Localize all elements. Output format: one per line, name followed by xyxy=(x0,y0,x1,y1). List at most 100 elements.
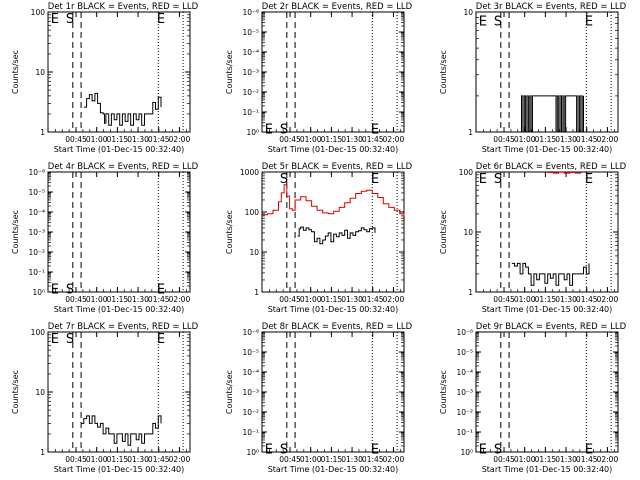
event-marker-label: E xyxy=(265,442,273,457)
plot-frame xyxy=(475,171,619,293)
x-axis-label: Start Time (01-Dec-15 00:32:40) xyxy=(482,465,613,474)
y-tick-label: 10⁻⁴ xyxy=(456,368,473,377)
y-axis-label: Counts/sec xyxy=(11,50,20,94)
event-rate-line xyxy=(511,262,590,286)
panel-title: Det 9r BLACK = Events, RED = LLD xyxy=(476,322,627,332)
y-tick-label: 10⁻¹ xyxy=(242,108,259,117)
x-tick-label: 02:00 xyxy=(597,295,619,304)
y-tick-label: 10⁻⁶ xyxy=(242,328,259,337)
panel-title: Det 7r BLACK = Events, RED = LLD xyxy=(48,322,199,332)
y-tick-label: 10 xyxy=(35,68,45,77)
y-axis-label: Counts/sec xyxy=(11,370,20,414)
x-axis-label: Start Time (01-Dec-15 00:32:40) xyxy=(54,145,185,154)
y-tick-label: 10⁻³ xyxy=(242,388,259,397)
y-tick-label: 10⁻⁴ xyxy=(242,48,259,57)
y-tick-label: 100 xyxy=(245,208,260,217)
lld-rate-line xyxy=(547,171,582,174)
x-tick-label: 01:45 xyxy=(362,135,384,144)
y-tick-label: 10⁻⁵ xyxy=(242,348,259,357)
y-tick-label: 100 xyxy=(31,328,46,337)
x-tick-label: 01:00 xyxy=(300,455,322,464)
event-marker-label: E xyxy=(157,282,165,297)
x-tick-label: 02:00 xyxy=(383,455,405,464)
panel-title: Det 2r BLACK = Events, RED = LLD xyxy=(262,2,413,12)
y-axis-label: Counts/sec xyxy=(225,210,234,254)
y-tick-label: 10⁻⁶ xyxy=(28,168,45,177)
x-axis-label: Start Time (01-Dec-15 00:32:40) xyxy=(482,145,613,154)
y-tick-label: 10 xyxy=(463,8,473,17)
panel-title: Det 3r BLACK = Events, RED = LLD xyxy=(476,2,627,12)
x-tick-label: 01:45 xyxy=(148,455,170,464)
x-tick-label: 01:30 xyxy=(341,295,363,304)
x-tick-label: 02:00 xyxy=(383,135,405,144)
y-axis-label: Counts/sec xyxy=(225,370,234,414)
y-tick-label: 10⁻⁵ xyxy=(242,28,259,37)
plot-frame xyxy=(261,11,405,133)
y-tick-label: 10⁻³ xyxy=(456,388,473,397)
x-tick-label: 01:30 xyxy=(555,295,577,304)
event-marker-label: S xyxy=(66,282,74,297)
y-tick-label: 1 xyxy=(254,288,259,297)
x-axis-label: Start Time (01-Dec-15 00:32:40) xyxy=(54,465,185,474)
y-axis-label: Counts/sec xyxy=(439,210,448,254)
event-marker-label: E xyxy=(157,12,165,27)
y-tick-label: 10⁰ xyxy=(460,448,473,457)
plot-frame xyxy=(475,11,619,133)
y-tick-label: 10⁻⁵ xyxy=(456,348,473,357)
y-tick-label: 10⁻⁵ xyxy=(28,188,45,197)
detector-panel-6: Det 6r BLACK = Events, RED = LLD 1 10 100 00… xyxy=(439,162,627,314)
x-axis-label: Start Time (01-Dec-15 00:32:40) xyxy=(482,305,613,314)
event-marker-label: E xyxy=(585,442,593,457)
lld-rate-line xyxy=(262,184,405,216)
y-tick-label: 10 xyxy=(249,248,259,257)
x-tick-label: 01:45 xyxy=(362,455,384,464)
y-tick-label: 1 xyxy=(40,448,45,457)
x-tick-label: 00:45 xyxy=(65,295,87,304)
plot-frame xyxy=(47,171,191,293)
event-marker-label: E xyxy=(479,14,487,29)
y-tick-label: 10⁻³ xyxy=(28,228,45,237)
x-axis-label: Start Time (01-Dec-15 00:32:40) xyxy=(268,465,399,474)
event-marker-label: S xyxy=(66,12,74,27)
y-tick-label: 10⁻⁴ xyxy=(28,208,45,217)
x-tick-label: 01:15 xyxy=(107,135,129,144)
x-tick-label: 01:30 xyxy=(127,295,149,304)
x-tick-label: 01:15 xyxy=(535,135,557,144)
x-tick-label: 01:00 xyxy=(514,295,536,304)
event-marker-label: E xyxy=(157,332,165,347)
y-tick-label: 10⁻² xyxy=(242,88,259,97)
x-tick-label: 01:15 xyxy=(107,455,129,464)
event-marker-label: E xyxy=(585,14,593,29)
panel-title: Det 8r BLACK = Events, RED = LLD xyxy=(262,322,413,332)
x-tick-label: 00:45 xyxy=(493,135,515,144)
y-tick-label: 10⁻⁶ xyxy=(242,8,259,17)
y-axis-label: Counts/sec xyxy=(225,50,234,94)
x-tick-label: 01:45 xyxy=(148,295,170,304)
detector-panel-2: Det 2r BLACK = Events, RED = LLD 10⁰ 10⁻¹ 1… xyxy=(225,2,413,154)
event-marker-label: E xyxy=(479,172,487,187)
event-marker-label: S xyxy=(494,14,502,29)
y-axis-label: Counts/sec xyxy=(439,370,448,414)
x-tick-label: 01:45 xyxy=(576,135,598,144)
y-tick-label: 10⁰ xyxy=(246,448,259,457)
x-tick-label: 02:00 xyxy=(169,455,191,464)
event-marker-label: S xyxy=(494,172,502,187)
y-tick-label: 10⁻² xyxy=(456,408,473,417)
detector-panel-3: Det 3r BLACK = Events, RED = LLD 1 10 00:45… xyxy=(439,2,627,154)
x-tick-label: 01:30 xyxy=(127,135,149,144)
y-tick-label: 10 xyxy=(463,228,473,237)
x-tick-label: 01:30 xyxy=(341,455,363,464)
x-tick-label: 00:45 xyxy=(279,295,301,304)
event-marker-label: E xyxy=(371,122,379,137)
y-tick-label: 10⁻¹ xyxy=(456,428,473,437)
detector-panel-1: Det 1r BLACK = Events, RED = LLD 1 10 100 00… xyxy=(11,2,199,154)
x-tick-label: 00:45 xyxy=(65,135,87,144)
x-tick-label: 00:45 xyxy=(65,455,87,464)
y-tick-label: 10⁻¹ xyxy=(242,428,259,437)
x-axis-label: Start Time (01-Dec-15 00:32:40) xyxy=(268,145,399,154)
event-marker-label: S xyxy=(66,332,74,347)
x-tick-label: 01:00 xyxy=(514,135,536,144)
x-tick-label: 00:45 xyxy=(493,455,515,464)
event-rate-line xyxy=(81,415,162,446)
x-tick-label: 01:15 xyxy=(321,135,343,144)
